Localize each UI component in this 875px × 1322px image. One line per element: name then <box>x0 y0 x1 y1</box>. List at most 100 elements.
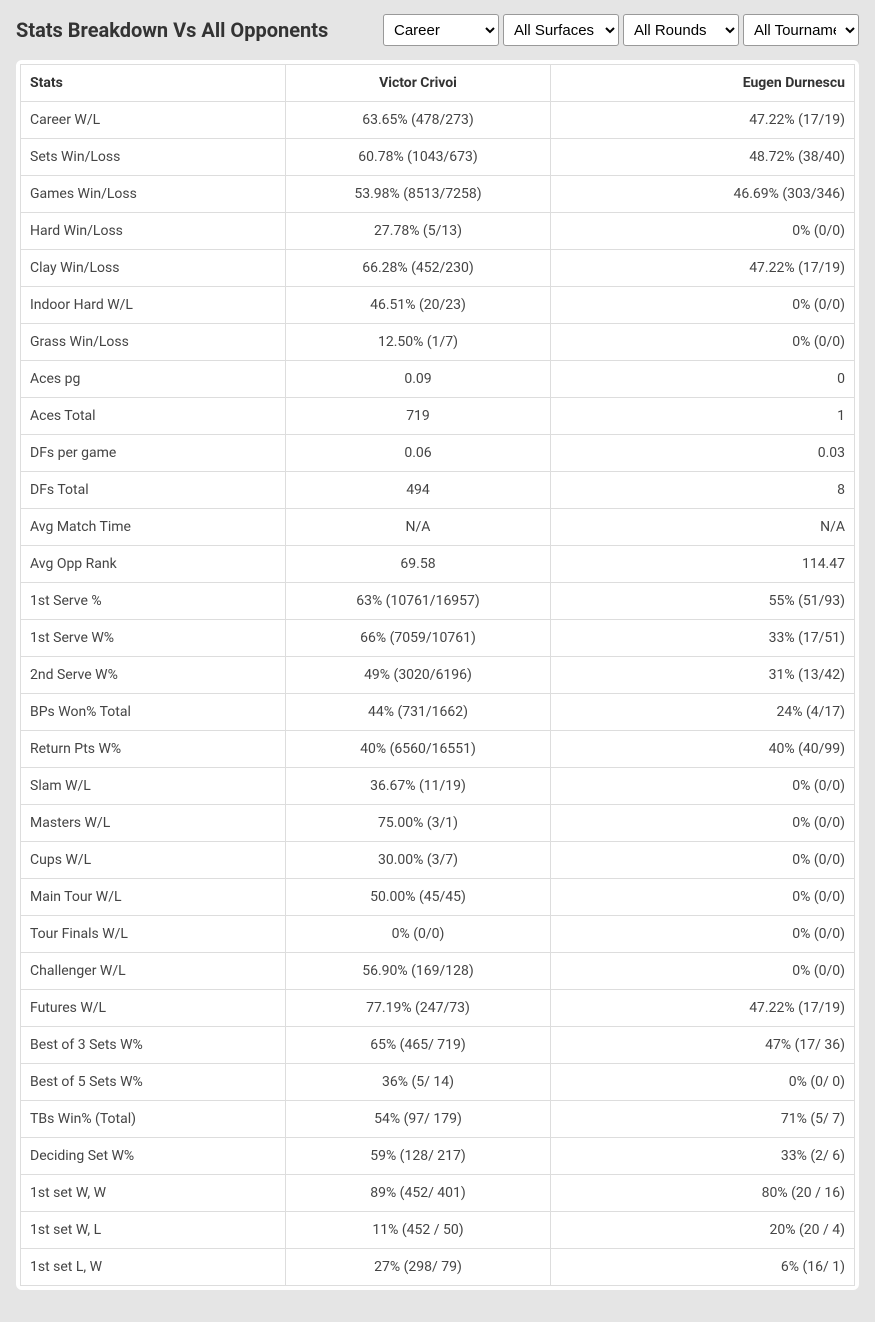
player-a-value: 75.00% (3/1) <box>286 805 551 842</box>
stat-label: Hard Win/Loss <box>21 213 286 250</box>
player-b-value: 24% (4/17) <box>551 694 855 731</box>
player-a-value: 63.65% (478/273) <box>286 102 551 139</box>
player-b-value: 46.69% (303/346) <box>551 176 855 213</box>
stat-label: DFs Total <box>21 472 286 509</box>
table-row: Best of 5 Sets W%36% (5/ 14)0% (0/ 0) <box>21 1064 855 1101</box>
player-b-value: 0.03 <box>551 435 855 472</box>
filter-rounds-select[interactable]: All Rounds <box>623 14 739 46</box>
column-header-player-b: Eugen Durnescu <box>551 65 855 102</box>
player-b-value: 80% (20 / 16) <box>551 1175 855 1212</box>
table-row: Tour Finals W/L0% (0/0)0% (0/0) <box>21 916 855 953</box>
stat-label: Clay Win/Loss <box>21 250 286 287</box>
player-b-value: 0% (0/0) <box>551 324 855 361</box>
player-a-value: N/A <box>286 509 551 546</box>
player-b-value: 71% (5/ 7) <box>551 1101 855 1138</box>
filter-career-select[interactable]: Career <box>383 14 499 46</box>
stat-label: Sets Win/Loss <box>21 139 286 176</box>
stat-label: Aces Total <box>21 398 286 435</box>
table-row: Indoor Hard W/L46.51% (20/23)0% (0/0) <box>21 287 855 324</box>
table-row: Futures W/L77.19% (247/73)47.22% (17/19) <box>21 990 855 1027</box>
stat-label: 1st set W, L <box>21 1212 286 1249</box>
player-b-value: 0% (0/0) <box>551 842 855 879</box>
player-a-value: 66.28% (452/230) <box>286 250 551 287</box>
player-a-value: 66% (7059/10761) <box>286 620 551 657</box>
stat-label: Best of 5 Sets W% <box>21 1064 286 1101</box>
stat-label: Deciding Set W% <box>21 1138 286 1175</box>
table-row: Sets Win/Loss60.78% (1043/673)48.72% (38… <box>21 139 855 176</box>
table-row: Main Tour W/L50.00% (45/45)0% (0/0) <box>21 879 855 916</box>
player-a-value: 11% (452 / 50) <box>286 1212 551 1249</box>
player-a-value: 0% (0/0) <box>286 916 551 953</box>
player-a-value: 65% (465/ 719) <box>286 1027 551 1064</box>
stat-label: 1st Serve W% <box>21 620 286 657</box>
player-b-value: 33% (17/51) <box>551 620 855 657</box>
player-a-value: 46.51% (20/23) <box>286 287 551 324</box>
player-b-value: 0% (0/0) <box>551 287 855 324</box>
filter-tournament-select[interactable]: All Tournaments <box>743 14 859 46</box>
player-a-value: 0.09 <box>286 361 551 398</box>
table-row: Games Win/Loss53.98% (8513/7258)46.69% (… <box>21 176 855 213</box>
column-header-stats: Stats <box>21 65 286 102</box>
player-b-value: 55% (51/93) <box>551 583 855 620</box>
player-a-value: 0.06 <box>286 435 551 472</box>
player-b-value: 1 <box>551 398 855 435</box>
player-a-value: 40% (6560/16551) <box>286 731 551 768</box>
player-b-value: 0% (0/0) <box>551 953 855 990</box>
page-title: Stats Breakdown Vs All Opponents <box>16 17 328 43</box>
stat-label: Cups W/L <box>21 842 286 879</box>
filter-surface-select[interactable]: All Surfaces <box>503 14 619 46</box>
player-b-value: 0% (0/0) <box>551 213 855 250</box>
stat-label: Aces pg <box>21 361 286 398</box>
table-row: 1st Serve %63% (10761/16957)55% (51/93) <box>21 583 855 620</box>
player-a-value: 27% (298/ 79) <box>286 1249 551 1286</box>
table-row: DFs per game0.060.03 <box>21 435 855 472</box>
player-a-value: 60.78% (1043/673) <box>286 139 551 176</box>
table-row: 1st Serve W%66% (7059/10761)33% (17/51) <box>21 620 855 657</box>
player-b-value: N/A <box>551 509 855 546</box>
player-b-value: 40% (40/99) <box>551 731 855 768</box>
stat-label: BPs Won% Total <box>21 694 286 731</box>
table-row: BPs Won% Total44% (731/1662)24% (4/17) <box>21 694 855 731</box>
player-b-value: 8 <box>551 472 855 509</box>
stat-label: Grass Win/Loss <box>21 324 286 361</box>
stat-label: Avg Match Time <box>21 509 286 546</box>
table-row: Career W/L63.65% (478/273)47.22% (17/19) <box>21 102 855 139</box>
stat-label: Main Tour W/L <box>21 879 286 916</box>
player-a-value: 63% (10761/16957) <box>286 583 551 620</box>
stat-label: 2nd Serve W% <box>21 657 286 694</box>
table-row: Avg Match TimeN/AN/A <box>21 509 855 546</box>
table-row: 1st set W, W89% (452/ 401)80% (20 / 16) <box>21 1175 855 1212</box>
player-a-value: 54% (97/ 179) <box>286 1101 551 1138</box>
stat-label: Slam W/L <box>21 768 286 805</box>
stat-label: Challenger W/L <box>21 953 286 990</box>
player-b-value: 20% (20 / 4) <box>551 1212 855 1249</box>
player-a-value: 89% (452/ 401) <box>286 1175 551 1212</box>
stat-label: 1st Serve % <box>21 583 286 620</box>
stat-label: Games Win/Loss <box>21 176 286 213</box>
table-row: Masters W/L75.00% (3/1)0% (0/0) <box>21 805 855 842</box>
stat-label: Career W/L <box>21 102 286 139</box>
filter-bar: Career All Surfaces All Rounds All Tourn… <box>383 14 859 46</box>
stat-label: Tour Finals W/L <box>21 916 286 953</box>
table-row: Return Pts W%40% (6560/16551)40% (40/99) <box>21 731 855 768</box>
player-a-value: 30.00% (3/7) <box>286 842 551 879</box>
player-b-value: 114.47 <box>551 546 855 583</box>
player-b-value: 31% (13/42) <box>551 657 855 694</box>
stat-label: Avg Opp Rank <box>21 546 286 583</box>
table-row: TBs Win% (Total)54% (97/ 179)71% (5/ 7) <box>21 1101 855 1138</box>
player-a-value: 53.98% (8513/7258) <box>286 176 551 213</box>
player-b-value: 0% (0/0) <box>551 916 855 953</box>
player-a-value: 36% (5/ 14) <box>286 1064 551 1101</box>
player-a-value: 44% (731/1662) <box>286 694 551 731</box>
player-a-value: 494 <box>286 472 551 509</box>
stat-label: 1st set L, W <box>21 1249 286 1286</box>
header: Stats Breakdown Vs All Opponents Career … <box>0 0 875 60</box>
stat-label: TBs Win% (Total) <box>21 1101 286 1138</box>
player-b-value: 0 <box>551 361 855 398</box>
player-b-value: 47.22% (17/19) <box>551 250 855 287</box>
player-b-value: 47% (17/ 36) <box>551 1027 855 1064</box>
player-b-value: 0% (0/ 0) <box>551 1064 855 1101</box>
table-row: Clay Win/Loss66.28% (452/230)47.22% (17/… <box>21 250 855 287</box>
table-header-row: Stats Victor Crivoi Eugen Durnescu <box>21 65 855 102</box>
player-b-value: 6% (16/ 1) <box>551 1249 855 1286</box>
